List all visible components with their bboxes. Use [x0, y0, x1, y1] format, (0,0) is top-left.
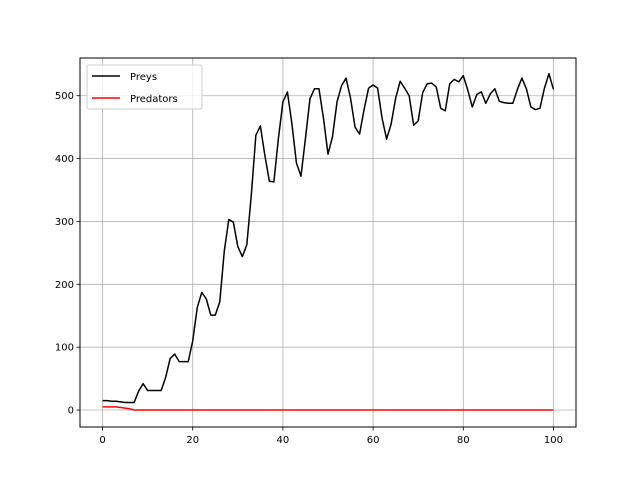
x-tick-label: 100 — [544, 435, 563, 446]
grid — [80, 58, 576, 427]
x-tick-label: 0 — [99, 435, 105, 446]
x-tick-label: 80 — [457, 435, 470, 446]
y-tick-label: 100 — [55, 343, 74, 354]
x-tick-label: 20 — [186, 435, 199, 446]
y-tick-label: 500 — [55, 91, 74, 102]
y-tick-label: 400 — [55, 154, 74, 165]
legend-label-preys: Preys — [130, 72, 157, 83]
legend: Preys Predators — [86, 64, 203, 110]
y-tick-label: 0 — [68, 406, 74, 417]
ticks: 0 20 40 60 80 100 0 100 200 300 400 500 — [55, 91, 563, 446]
y-tick-label: 200 — [55, 280, 74, 291]
x-tick-label: 40 — [277, 435, 290, 446]
y-tick-label: 300 — [55, 217, 74, 228]
series-layer — [102, 72, 555, 411]
x-tick-label: 60 — [367, 435, 380, 446]
legend-label-predators: Predators — [130, 94, 178, 105]
series-line-preys — [102, 72, 555, 404]
plot-frame — [79, 57, 577, 428]
series-line-predators — [102, 406, 554, 411]
